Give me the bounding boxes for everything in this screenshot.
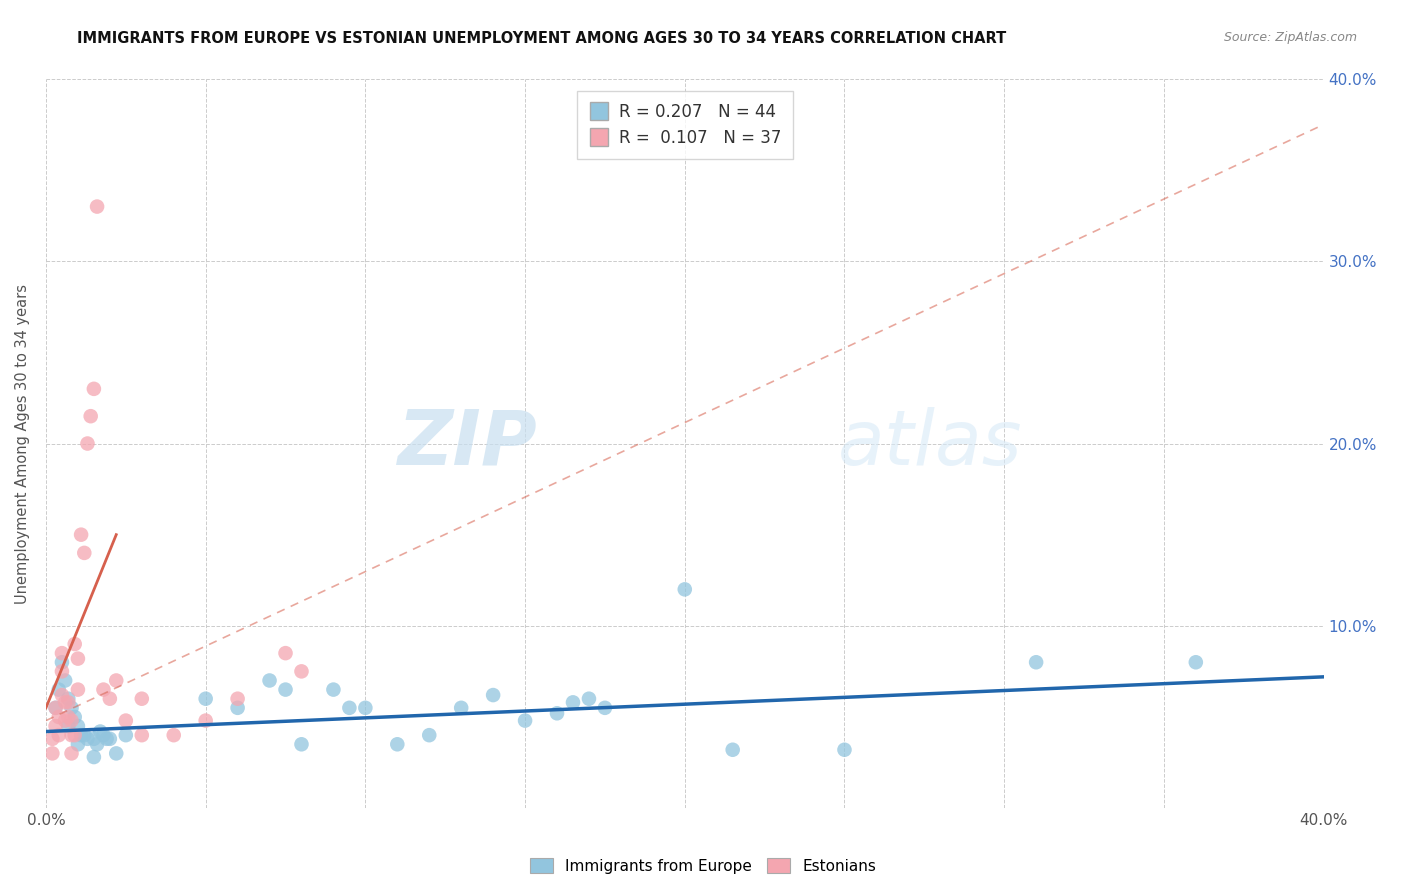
Point <box>58 719 80 733</box>
Point <box>63 710 86 724</box>
Point <box>48 710 70 724</box>
Point <box>41 731 63 746</box>
Point <box>53 695 76 709</box>
Point <box>73 546 96 560</box>
Point <box>226 691 249 706</box>
Point <box>83 750 105 764</box>
Legend: R = 0.207   N = 44, R =  0.107   N = 37: R = 0.207 N = 44, R = 0.107 N = 37 <box>576 91 793 159</box>
Point <box>89 724 111 739</box>
Point <box>60 701 83 715</box>
Point <box>98 731 121 746</box>
Point <box>274 646 297 660</box>
Point <box>163 728 186 742</box>
Point <box>70 728 93 742</box>
Point <box>578 691 600 706</box>
Point <box>58 691 80 706</box>
Point <box>66 651 89 665</box>
Point <box>105 747 128 761</box>
Point <box>226 701 249 715</box>
Point <box>60 728 83 742</box>
Legend: Immigrants from Europe, Estonians: Immigrants from Europe, Estonians <box>524 852 882 880</box>
Point <box>63 637 86 651</box>
Text: ZIP: ZIP <box>398 407 538 481</box>
Point <box>482 688 505 702</box>
Point <box>105 673 128 688</box>
Point <box>96 731 118 746</box>
Point <box>60 714 83 728</box>
Point <box>63 728 86 742</box>
Point <box>593 701 616 715</box>
Point <box>80 409 103 424</box>
Text: atlas: atlas <box>838 407 1022 481</box>
Point <box>48 682 70 697</box>
Point <box>546 706 568 721</box>
Point <box>1025 655 1047 669</box>
Point <box>45 701 67 715</box>
Point <box>51 665 73 679</box>
Point <box>194 691 217 706</box>
Point <box>86 200 108 214</box>
Point <box>70 527 93 541</box>
Point <box>58 695 80 709</box>
Point <box>673 582 696 597</box>
Point <box>1185 655 1208 669</box>
Point <box>114 728 136 742</box>
Point <box>51 646 73 660</box>
Point <box>73 728 96 742</box>
Point <box>76 731 98 746</box>
Point <box>194 714 217 728</box>
Point <box>66 719 89 733</box>
Text: IMMIGRANTS FROM EUROPE VS ESTONIAN UNEMPLOYMENT AMONG AGES 30 TO 34 YEARS CORREL: IMMIGRANTS FROM EUROPE VS ESTONIAN UNEMP… <box>77 31 1007 46</box>
Point <box>45 719 67 733</box>
Text: Source: ZipAtlas.com: Source: ZipAtlas.com <box>1223 31 1357 45</box>
Point <box>322 682 344 697</box>
Point <box>339 701 361 715</box>
Point <box>114 714 136 728</box>
Point <box>450 701 472 715</box>
Point <box>93 682 115 697</box>
Point <box>354 701 377 715</box>
Point <box>98 691 121 706</box>
Point <box>41 747 63 761</box>
Point <box>131 728 153 742</box>
Point <box>290 737 312 751</box>
Point <box>51 655 73 669</box>
Point <box>834 743 856 757</box>
Point <box>66 737 89 751</box>
Point <box>259 673 281 688</box>
Point <box>274 682 297 697</box>
Point <box>86 737 108 751</box>
Point <box>48 728 70 742</box>
Point <box>51 688 73 702</box>
Y-axis label: Unemployment Among Ages 30 to 34 years: Unemployment Among Ages 30 to 34 years <box>15 284 30 604</box>
Point <box>131 691 153 706</box>
Point <box>513 714 536 728</box>
Point <box>76 436 98 450</box>
Point <box>93 728 115 742</box>
Point <box>290 665 312 679</box>
Point <box>387 737 409 751</box>
Point <box>58 710 80 724</box>
Point <box>83 731 105 746</box>
Point <box>562 695 585 709</box>
Point <box>60 747 83 761</box>
Point <box>45 701 67 715</box>
Point <box>418 728 440 742</box>
Point <box>721 743 744 757</box>
Point <box>66 682 89 697</box>
Point <box>53 714 76 728</box>
Point <box>83 382 105 396</box>
Point <box>53 673 76 688</box>
